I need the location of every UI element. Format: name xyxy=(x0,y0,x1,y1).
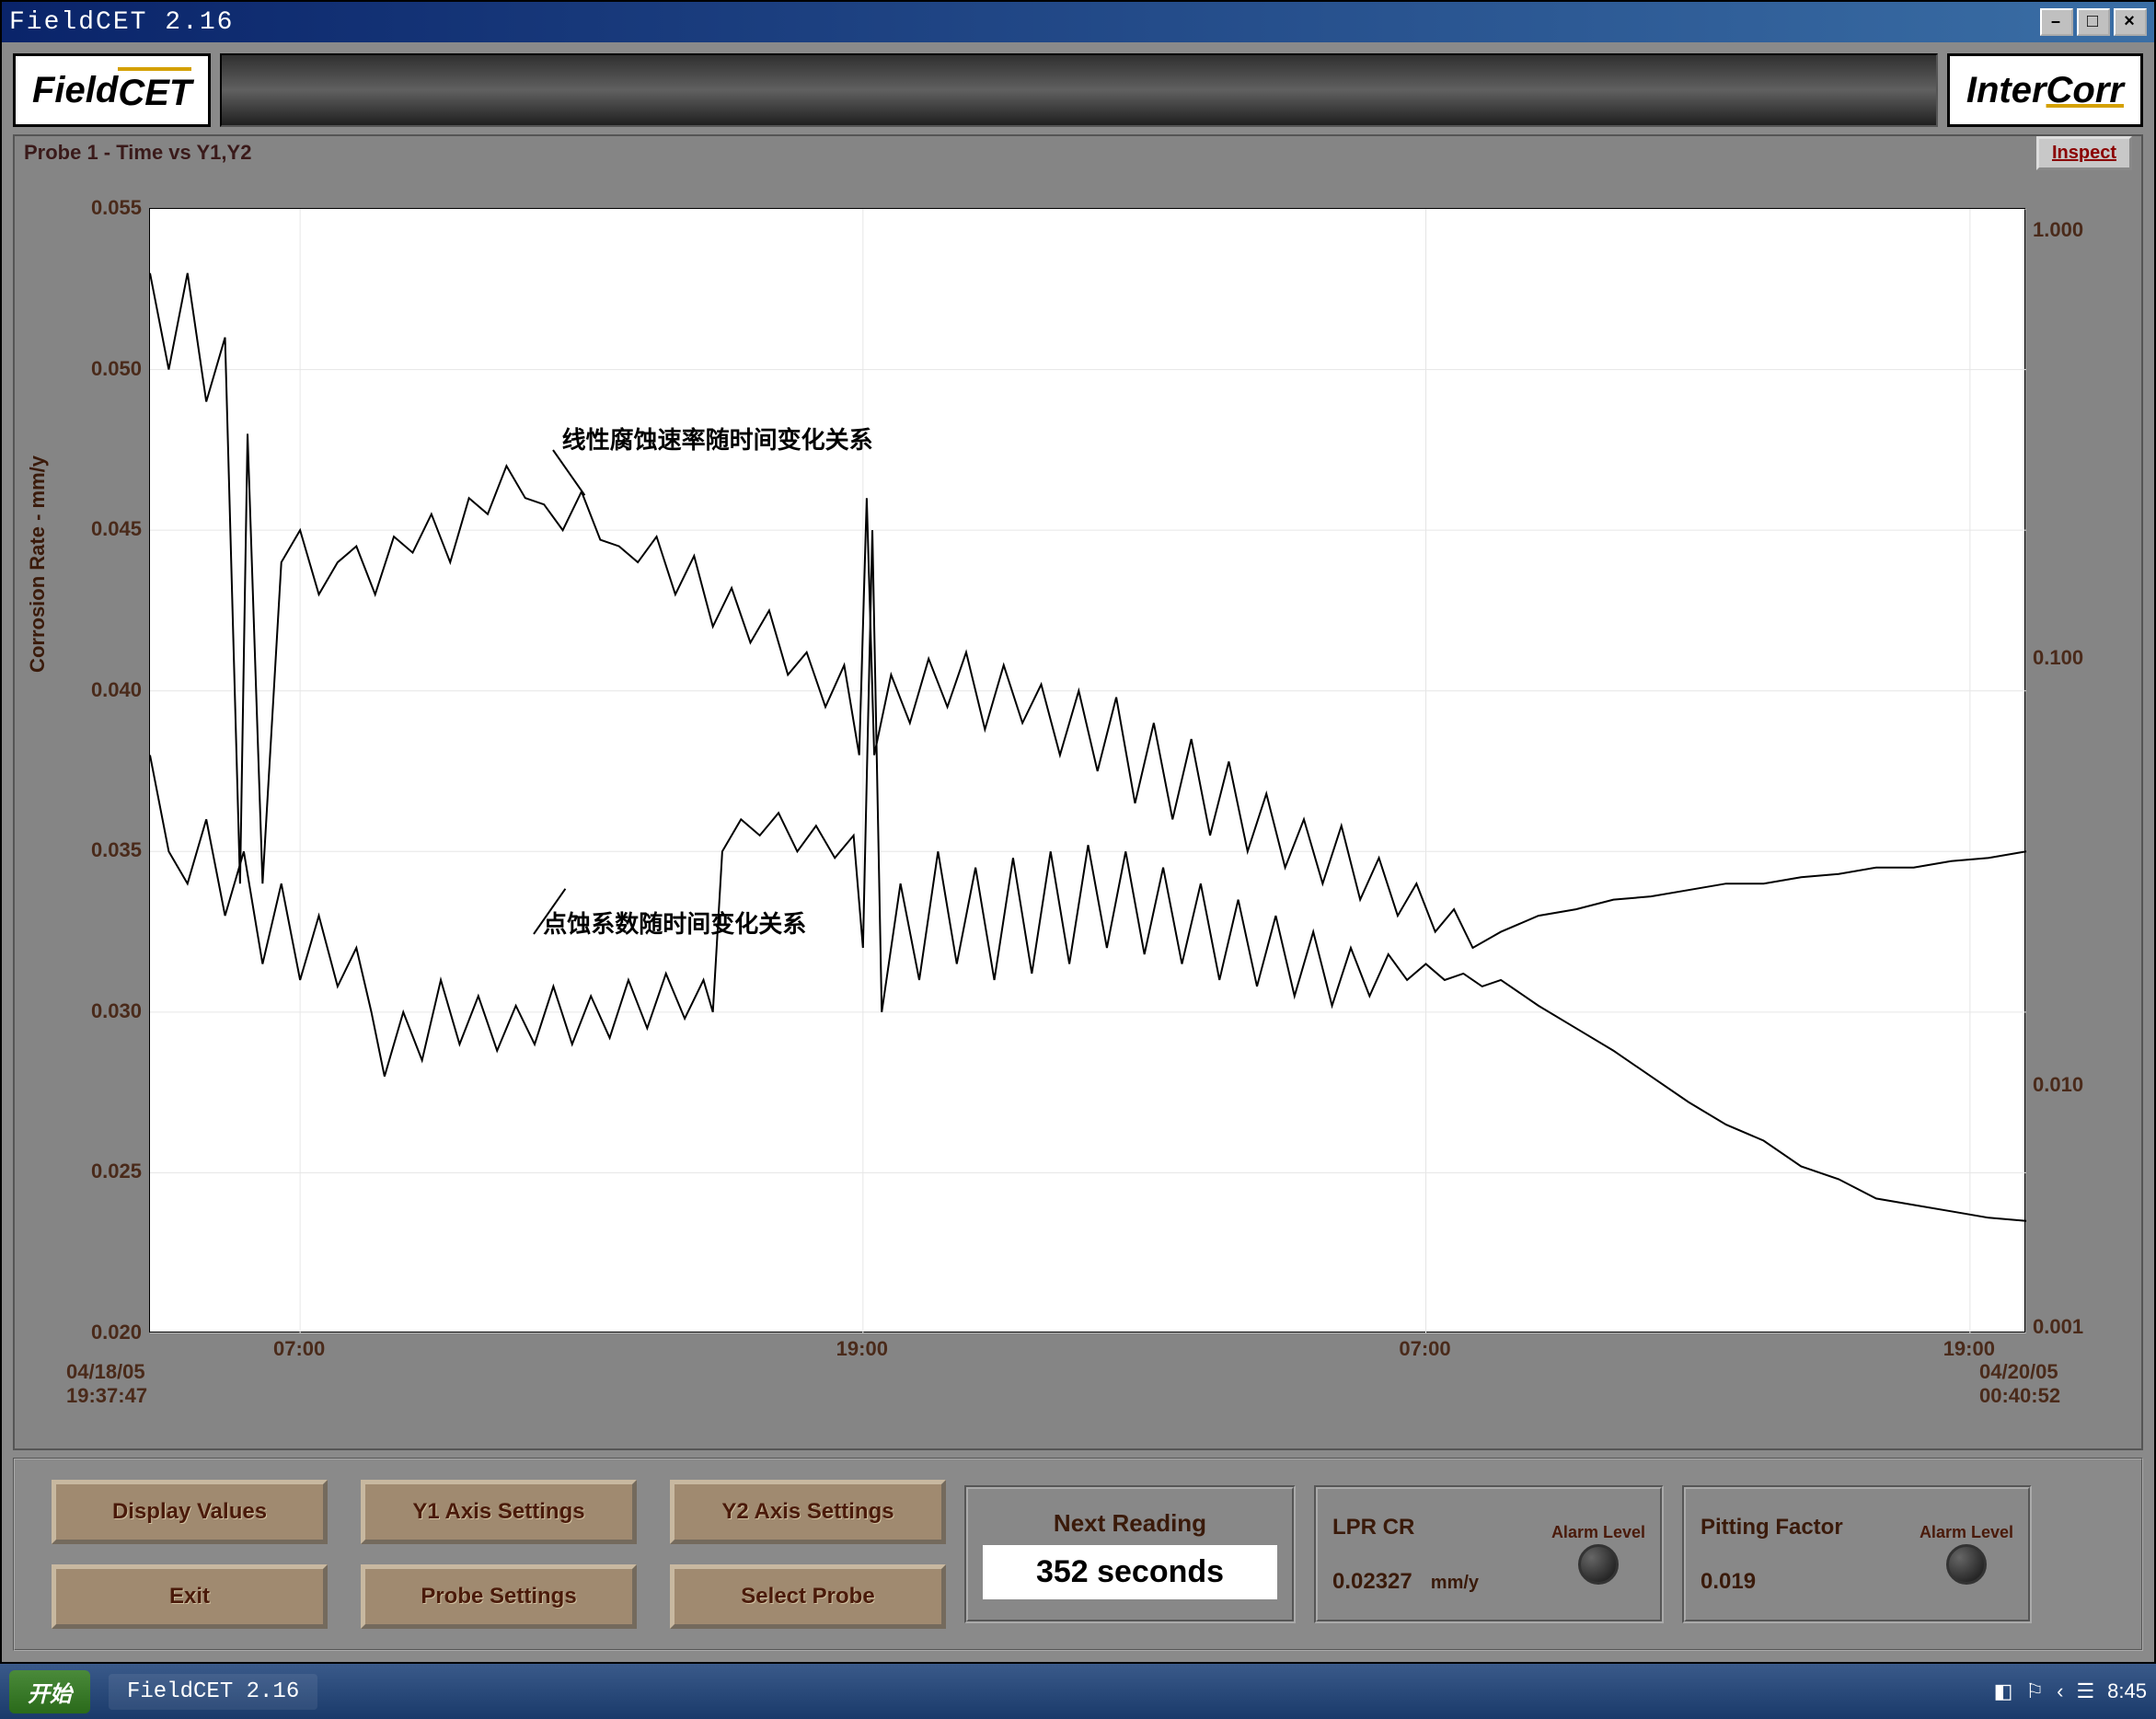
y2-tick: 0.100 xyxy=(2033,646,2083,670)
tray-icon[interactable]: ‹ xyxy=(2057,1679,2063,1703)
x-tick: 07:00 xyxy=(273,1338,325,1360)
display-values-button[interactable]: Display Values xyxy=(52,1480,328,1544)
y1-tick: 0.025 xyxy=(91,1159,142,1183)
chart-area: 0.020 0.025 0.030 0.035 0.040 0.045 0.050 0.055… xyxy=(20,171,2136,1443)
lpr-value: 0.02327 xyxy=(1332,1569,1412,1594)
minimize-button[interactable]: – xyxy=(2040,8,2073,36)
y1-tick: 0.045 xyxy=(91,517,142,541)
y2-tick: 0.001 xyxy=(2033,1315,2083,1339)
pitting-factor-box: Pitting Factor Alarm Level 0.019 xyxy=(1682,1485,2032,1623)
next-reading-label: Next Reading xyxy=(1054,1509,1206,1538)
plot-surface xyxy=(149,208,2025,1333)
lpr-title: LPR CR xyxy=(1332,1515,1537,1540)
pitting-value: 0.019 xyxy=(1701,1569,1905,1595)
y1-axis-title: Corrosion Rate - mm/y xyxy=(26,456,50,673)
x-start-date: 04/18/0519:37:47 xyxy=(66,1360,147,1409)
intercorr-logo: InterCorr xyxy=(1947,53,2143,127)
pitting-alarm-label: Alarm Level xyxy=(1920,1524,2013,1540)
y1-tick: 0.055 xyxy=(91,196,142,220)
system-tray: ◧ ⚐ ‹ ☰ 8:45 xyxy=(1994,1679,2147,1703)
maximize-button[interactable]: □ xyxy=(2077,8,2110,36)
tray-icon[interactable]: ◧ xyxy=(1994,1679,2013,1703)
lpr-cr-box: LPR CR Alarm Level 0.02327 mm/y xyxy=(1314,1485,1664,1623)
fieldcet-logo: FieldCET xyxy=(13,53,211,127)
y1-tick: 0.020 xyxy=(91,1321,142,1344)
x-end-date: 04/20/0500:40:52 xyxy=(1979,1360,2060,1409)
start-button[interactable]: 开始 xyxy=(9,1670,90,1713)
series-pitting-factor xyxy=(150,530,2026,1221)
close-button[interactable]: × xyxy=(2114,8,2147,36)
x-tick: 07:00 xyxy=(1399,1338,1450,1360)
title-bar: FieldCET 2.16 – □ × xyxy=(2,2,2154,42)
pitting-alarm-led xyxy=(1946,1544,1987,1585)
app-window: FieldCET 2.16 – □ × FieldCET InterCorr xyxy=(0,0,2156,1664)
lpr-alarm-led xyxy=(1578,1544,1619,1585)
y1-tick: 0.030 xyxy=(91,999,142,1023)
y1-tick: 0.040 xyxy=(91,678,142,702)
control-panel: Display Values Y1 Axis Settings Y2 Axis … xyxy=(13,1458,2143,1651)
y2-axis-settings-button[interactable]: Y2 Axis Settings xyxy=(670,1480,946,1544)
tray-icon[interactable]: ⚐ xyxy=(2025,1679,2044,1703)
select-probe-button[interactable]: Select Probe xyxy=(670,1564,946,1629)
x-tick: 19:00 xyxy=(1943,1338,1995,1360)
lpr-alarm-label: Alarm Level xyxy=(1551,1524,1645,1540)
y1-tick: 0.035 xyxy=(91,838,142,862)
taskbar-item[interactable]: FieldCET 2.16 xyxy=(109,1674,317,1710)
window-title: FieldCET 2.16 xyxy=(9,8,234,37)
y2-tick: 0.010 xyxy=(2033,1073,2083,1097)
y1-tick: 0.050 xyxy=(91,357,142,381)
inspect-button[interactable]: Inspect xyxy=(2036,136,2132,170)
lpr-unit: mm/y xyxy=(1431,1573,1479,1593)
chart-title: Probe 1 - Time vs Y1,Y2 xyxy=(24,141,251,165)
taskbar: 开始 FieldCET 2.16 ◧ ⚐ ‹ ☰ 8:45 xyxy=(0,1664,2156,1719)
header-banner xyxy=(220,53,1938,127)
probe-settings-button[interactable]: Probe Settings xyxy=(361,1564,637,1629)
annotation-linear-corrosion-rate: 线性腐蚀速率随时间变化关系 xyxy=(562,421,873,456)
pitting-title: Pitting Factor xyxy=(1701,1515,1905,1540)
y1-axis-settings-button[interactable]: Y1 Axis Settings xyxy=(361,1480,637,1544)
clock: 8:45 xyxy=(2107,1679,2147,1703)
tray-icon[interactable]: ☰ xyxy=(2076,1679,2094,1703)
exit-button[interactable]: Exit xyxy=(52,1564,328,1629)
next-reading-box: Next Reading 352 seconds xyxy=(964,1485,1296,1623)
annotation-pitting-factor: 点蚀系数随时间变化关系 xyxy=(543,906,806,940)
chart-panel: Probe 1 - Time vs Y1,Y2 Inspect 0.0200.0… xyxy=(13,134,2143,1450)
next-reading-value: 352 seconds xyxy=(983,1545,1277,1599)
y2-tick: 1.000 xyxy=(2033,218,2083,242)
x-tick: 19:00 xyxy=(836,1338,888,1360)
